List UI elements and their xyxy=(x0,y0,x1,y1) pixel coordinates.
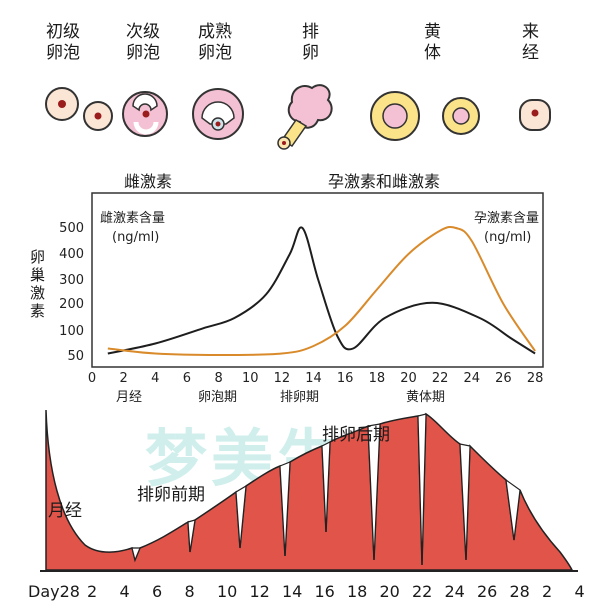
day-label-start: Day28 xyxy=(28,582,80,601)
primary-follicle-icon xyxy=(45,87,113,131)
estrogen-unit: (ng/ml) xyxy=(112,230,159,245)
day-label: 14 xyxy=(282,582,303,601)
corpus-luteum-icon xyxy=(370,91,480,141)
day-label: 10 xyxy=(217,582,238,601)
day-label: 12 xyxy=(249,582,270,601)
stage-label-secondary: 次级 卵泡 xyxy=(126,22,160,63)
day-label: 2 xyxy=(87,582,98,601)
hormone-label-estrogen: 雌激素 xyxy=(124,172,173,191)
x-tick-label: 16 xyxy=(337,371,354,386)
stage-label-primary: 初级 卵泡 xyxy=(46,22,80,63)
endometrium-shape xyxy=(45,409,574,571)
phase-label-ovulation: 排卵期 xyxy=(280,390,319,405)
x-tick-label: 22 xyxy=(432,371,449,386)
x-tick-label: 8 xyxy=(214,371,222,386)
cycle-label-post-ovulation: 排卵后期 xyxy=(322,425,390,445)
x-tick-label: 14 xyxy=(305,371,322,386)
stage-label-corpus: 黄 体 xyxy=(424,22,441,63)
cycle-label-menses: 月经 xyxy=(48,501,82,521)
phase-label-follicular: 卵泡期 xyxy=(198,390,237,405)
x-tick-label: 28 xyxy=(527,371,544,386)
x-tick-label: 12 xyxy=(274,371,291,386)
follicle-illustrations xyxy=(45,84,551,150)
day-label: 16 xyxy=(314,582,335,601)
day-label: 18 xyxy=(347,582,368,601)
day-label: 6 xyxy=(152,582,163,601)
menses-follicle-icon xyxy=(519,99,551,131)
x-tick-label: 20 xyxy=(400,371,417,386)
day-label: 4 xyxy=(119,582,130,601)
stage-label-menses: 来 经 xyxy=(522,22,539,63)
y-tick-label: 50 xyxy=(67,349,84,364)
progesterone-series-label: 孕激素含量 xyxy=(474,210,539,226)
y-tick-label: 200 xyxy=(59,297,84,312)
day-label: 8 xyxy=(184,582,195,601)
x-tick-label: 6 xyxy=(183,371,191,386)
day-label: 2 xyxy=(542,582,553,601)
x-tick-label: 10 xyxy=(242,371,259,386)
chart-frame xyxy=(91,192,544,368)
day-label: 26 xyxy=(477,582,498,601)
day-label: 4 xyxy=(574,582,585,601)
mature-follicle-icon xyxy=(192,88,244,140)
estrogen-series-label: 雌激素含量 xyxy=(100,210,165,226)
day-label: 24 xyxy=(444,582,465,601)
series-progesterone xyxy=(107,225,536,357)
chart-y-label: 卵巢激素 xyxy=(30,248,46,320)
ovulation-icon xyxy=(277,84,333,150)
y-tick-label: 300 xyxy=(59,273,84,288)
secondary-follicle-icon xyxy=(122,91,168,137)
progesterone-unit: (ng/ml) xyxy=(484,230,531,245)
day-label: 28 xyxy=(509,582,530,601)
x-tick-label: 0 xyxy=(88,371,96,386)
stage-label-ovulation: 排 卵 xyxy=(302,22,319,63)
x-tick-label: 4 xyxy=(151,371,159,386)
x-tick-label: 26 xyxy=(495,371,512,386)
y-tick-label: 400 xyxy=(59,247,84,262)
x-tick-label: 24 xyxy=(464,371,481,386)
y-tick-label: 100 xyxy=(59,324,84,339)
phase-label-luteal: 黄体期 xyxy=(406,390,445,405)
hormone-label-both: 孕激素和雌激素 xyxy=(328,172,441,191)
x-tick-label: 2 xyxy=(120,371,128,386)
phase-label-menses: 月经 xyxy=(116,390,142,405)
day-label: 20 xyxy=(379,582,400,601)
stage-label-mature: 成熟 卵泡 xyxy=(198,22,232,63)
cycle-label-pre-ovulation: 排卵前期 xyxy=(137,485,205,505)
series-estrogen xyxy=(107,226,536,355)
y-tick-label: 500 xyxy=(59,221,84,236)
day-label: 22 xyxy=(412,582,433,601)
x-tick-label: 18 xyxy=(369,371,386,386)
